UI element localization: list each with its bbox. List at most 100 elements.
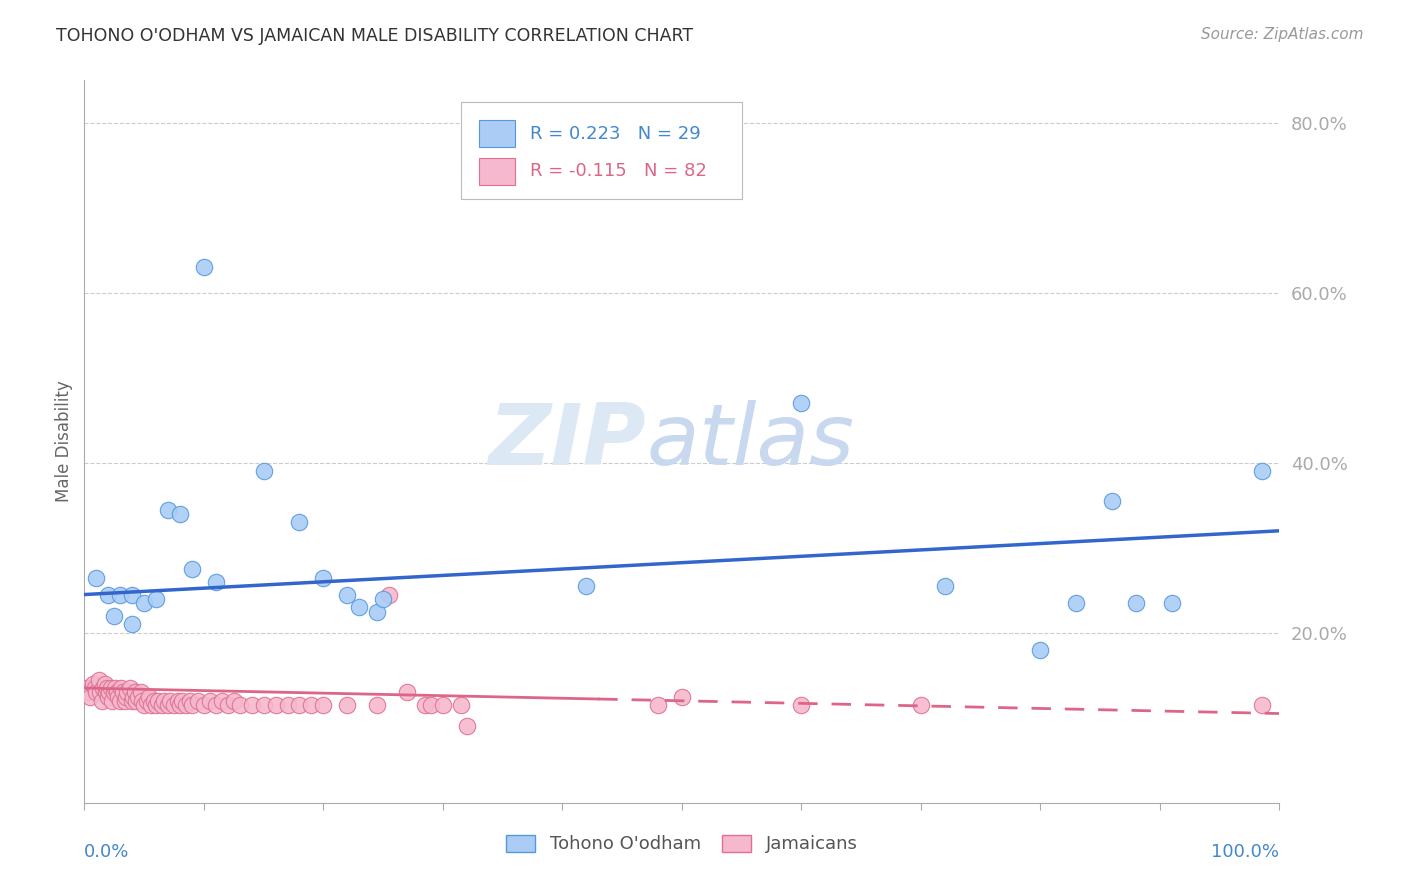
Point [790, 396, 813, 410]
Text: R = 0.223   N = 29: R = 0.223 N = 29 [530, 125, 700, 143]
Legend: Tohono O'odham, Jamaicans: Tohono O'odham, Jamaicans [498, 826, 866, 863]
Point [115, 690, 138, 704]
Point [79, 690, 101, 704]
Point [288, 516, 311, 530]
Point [163, 698, 186, 712]
Point [432, 698, 454, 712]
Point [145, 698, 167, 712]
Point [150, 698, 173, 712]
Point [166, 694, 188, 708]
Text: atlas: atlas [647, 400, 853, 483]
Point [671, 690, 693, 704]
Point [97, 588, 120, 602]
Point [110, 588, 132, 602]
Point [1101, 494, 1123, 508]
Point [111, 685, 134, 699]
Point [179, 694, 201, 708]
Point [1250, 698, 1272, 712]
Point [98, 685, 121, 699]
FancyBboxPatch shape [479, 158, 515, 185]
FancyBboxPatch shape [479, 120, 515, 147]
Point [222, 694, 245, 708]
Point [86, 570, 108, 584]
Point [413, 698, 436, 712]
Point [159, 694, 181, 708]
Point [94, 685, 117, 699]
Point [121, 617, 143, 632]
Text: 0.0%: 0.0% [84, 843, 129, 861]
Point [193, 698, 215, 712]
Point [114, 694, 136, 708]
Point [456, 719, 478, 733]
Point [264, 698, 287, 712]
Point [240, 698, 263, 712]
Point [138, 690, 160, 704]
Point [103, 685, 125, 699]
Point [169, 507, 191, 521]
Point [157, 502, 180, 516]
Point [107, 690, 129, 704]
Point [101, 694, 124, 708]
Point [349, 600, 371, 615]
Point [121, 694, 143, 708]
Text: 100.0%: 100.0% [1212, 843, 1279, 861]
Point [118, 681, 141, 695]
FancyBboxPatch shape [461, 102, 742, 200]
Point [181, 698, 204, 712]
Point [148, 694, 170, 708]
Point [366, 605, 388, 619]
Point [910, 698, 932, 712]
Point [131, 694, 153, 708]
Point [127, 690, 149, 704]
Point [89, 685, 111, 699]
Y-axis label: Male Disability: Male Disability [55, 381, 73, 502]
Point [301, 698, 323, 712]
Point [172, 694, 194, 708]
Point [82, 677, 104, 691]
Point [110, 681, 132, 695]
Point [647, 698, 669, 712]
Point [312, 570, 335, 584]
Point [396, 685, 419, 699]
Point [229, 698, 252, 712]
Point [87, 673, 110, 687]
Text: R = -0.115   N = 82: R = -0.115 N = 82 [530, 162, 707, 180]
Point [205, 698, 228, 712]
Point [1250, 464, 1272, 478]
Point [122, 690, 145, 704]
Point [100, 681, 122, 695]
Point [288, 698, 311, 712]
Point [193, 260, 215, 275]
Point [141, 698, 163, 712]
Point [450, 698, 472, 712]
Point [253, 698, 276, 712]
Point [103, 608, 125, 623]
Point [1125, 596, 1147, 610]
Point [1066, 596, 1088, 610]
Point [93, 681, 115, 695]
Point [84, 681, 107, 695]
Point [211, 694, 233, 708]
Point [420, 698, 443, 712]
Point [277, 698, 299, 712]
Point [142, 694, 165, 708]
Point [97, 690, 120, 704]
Point [181, 562, 204, 576]
Point [135, 694, 157, 708]
Point [336, 698, 359, 712]
Point [125, 694, 148, 708]
Point [198, 694, 221, 708]
Point [77, 685, 100, 699]
Point [378, 588, 401, 602]
Point [132, 596, 156, 610]
Point [153, 694, 176, 708]
Point [76, 681, 98, 695]
Point [96, 681, 118, 695]
Point [91, 694, 114, 708]
Point [145, 591, 167, 606]
Point [117, 685, 139, 699]
Point [336, 588, 359, 602]
Point [217, 698, 239, 712]
Point [790, 698, 813, 712]
Point [157, 698, 180, 712]
